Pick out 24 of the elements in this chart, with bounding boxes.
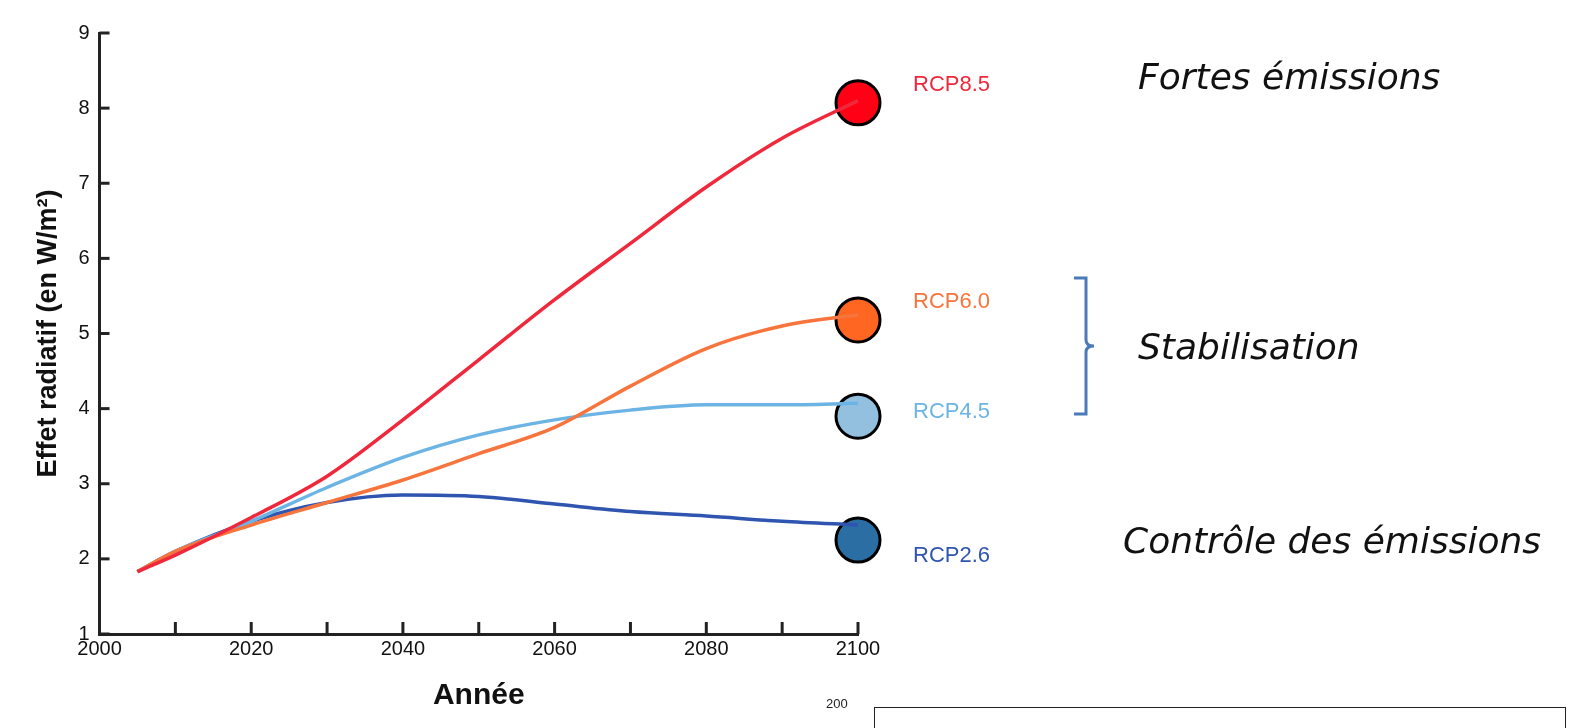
- x-tick-label: 2040: [380, 636, 426, 659]
- y-tick-label: 8: [78, 95, 90, 118]
- text: Stabilisation: [1138, 326, 1360, 367]
- text: RCP8.5: [913, 70, 991, 96]
- x-axis-title: Année: [432, 677, 525, 711]
- y-axis-title: Effet radiatif (en W/m²): [31, 189, 62, 478]
- text: 200: [826, 696, 848, 711]
- y-tick-label: 5: [78, 321, 90, 344]
- text: RCP2.6: [913, 542, 991, 568]
- text: RCP6.0: [913, 288, 991, 314]
- x-tick-label: 2060: [532, 636, 577, 659]
- x-tick-label: 2100: [835, 636, 881, 659]
- text: Fortes émissions: [1138, 56, 1441, 97]
- x-tick-label: 2020: [228, 636, 274, 659]
- y-tick-label: 9: [78, 20, 90, 43]
- x-tick-label: 2080: [684, 636, 729, 659]
- text: RCP4.5: [913, 398, 991, 424]
- y-tick-label: 2: [78, 546, 90, 569]
- text: Contrôle des émissions: [1123, 520, 1542, 561]
- y-tick-label: 6: [78, 245, 90, 268]
- line-series: [135, 98, 860, 574]
- y-tick-label: 3: [78, 471, 90, 494]
- y-tick-label: 4: [78, 396, 90, 419]
- y-tick-label: 7: [78, 170, 90, 193]
